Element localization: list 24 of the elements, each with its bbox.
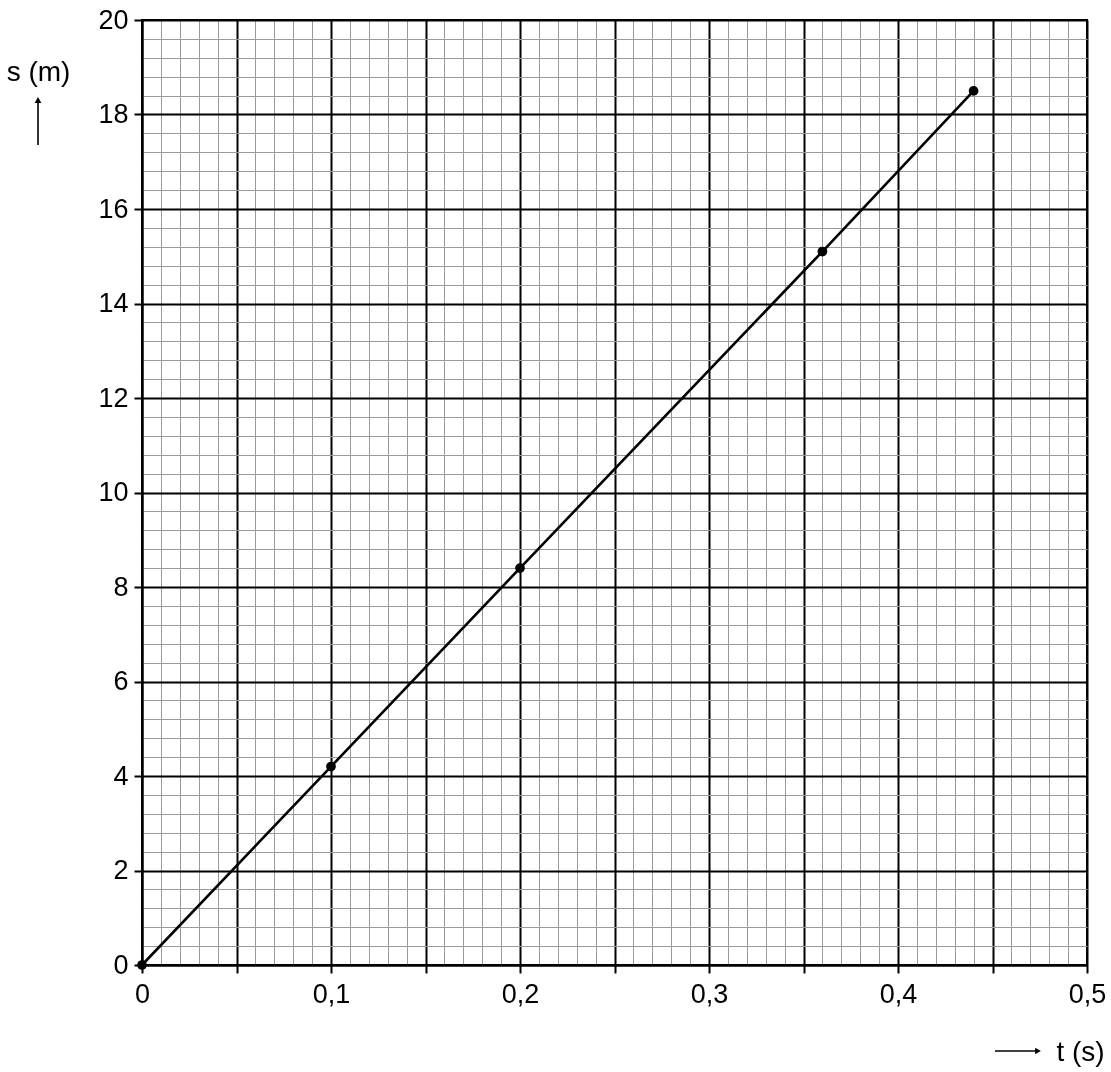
y-tick-label: 16	[98, 193, 129, 224]
y-tick-label: 0	[113, 949, 129, 980]
x-axis-title: t (s)	[1056, 1035, 1105, 1067]
y-tick-label: 2	[113, 855, 129, 885]
point	[137, 960, 147, 970]
x-tick-label: 0,4	[879, 978, 918, 1009]
x-tick-label: 0,3	[690, 978, 729, 1009]
x-tick-label: 0,1	[312, 978, 351, 1009]
x-tick-label: 0	[134, 978, 151, 1009]
y-tick-label: 12	[98, 382, 129, 413]
y-tick-label: 10	[98, 477, 129, 507]
x-tick-label: 0,2	[501, 978, 540, 1009]
y-tick-label: 20	[98, 4, 129, 35]
x-tick-label: 0,5	[1068, 978, 1107, 1009]
point	[515, 563, 525, 573]
point	[326, 761, 336, 772]
y-tick-label: 14	[98, 288, 129, 318]
point	[968, 86, 979, 96]
y-axis-title: s (m)	[6, 55, 71, 87]
y-tick-label: 8	[113, 571, 129, 602]
point	[817, 246, 828, 257]
y-tick-label: 18	[98, 99, 129, 129]
y-tick-label: 4	[113, 760, 129, 791]
y-tick-label: 6	[113, 666, 129, 696]
